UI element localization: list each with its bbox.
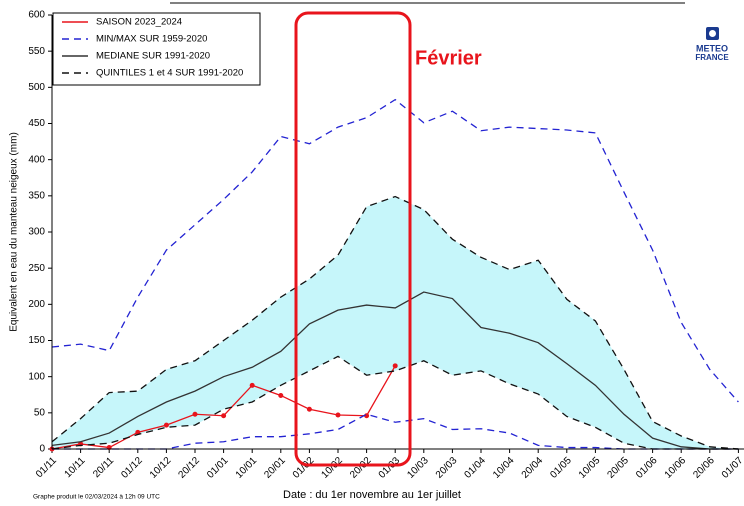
point [335,412,341,418]
y-axis-label: Equivalent en eau du manteau neigeux (mm… [9,132,20,332]
footnote: Graphe produit le 02/03/2024 à 12h 09 UT… [33,494,160,501]
series-line [51,291,739,450]
logo-icon-dot [709,30,716,37]
x-tick-label: 01/12 [119,455,145,481]
upper-line [51,98,739,403]
x-tick-label: 20/05 [606,455,632,481]
x-tick-label: 01/06 [634,455,660,481]
x-tick-label: 20/04 [520,455,546,481]
x-tick-label: 01/04 [463,455,489,481]
y-tick-label: 150 [28,335,45,346]
x-tick-label: 10/12 [148,455,174,481]
y-tick-label: 300 [28,227,45,238]
x-tick-label: 01/05 [548,455,574,481]
y-tick-label: 50 [34,407,46,418]
legend-label: SAISON 2023_2024 [96,17,182,28]
point [392,363,398,369]
x-tick-label: 20/03 [434,455,460,481]
x-tick-label: 10/02 [320,455,346,481]
x-tick-label: 20/02 [348,455,374,481]
y-tick-label: 200 [28,299,45,310]
x-tick-label: 20/11 [91,455,116,480]
y-tick-label: 0 [39,444,45,455]
y-tick-label: 550 [28,46,45,57]
y-tick-label: 400 [28,154,45,165]
x-axis-label: Date : du 1er novembre au 1er juillet [283,489,461,501]
logo-text: FRANCE [695,53,729,62]
y-tick-label: 600 [28,10,45,21]
x-tick-label: 20/12 [177,455,203,481]
band-area [52,196,739,449]
upper-line [51,195,739,450]
x-tick-label: 10/05 [577,455,603,481]
x-tick-label: 10/01 [234,455,260,481]
y-tick-label: 350 [28,190,45,201]
x-tick-label: 01/07 [720,455,744,481]
legend-label: QUINTILES 1 et 4 SUR 1991-2020 [96,68,243,79]
x-tick-label: 20/06 [691,455,717,481]
x-tick-label: 01/02 [291,455,317,481]
x-tick-label: 10/11 [63,455,88,480]
y-tick-label: 450 [28,118,45,129]
y-tick-label: 250 [28,263,45,274]
x-tick-label: 01/11 [34,455,59,480]
legend-label: MEDIANE SUR 1991-2020 [96,51,210,62]
annotation: Février [415,47,482,69]
highlight-box [294,11,412,467]
y-tick-label: 100 [28,371,45,382]
legend-label: MIN/MAX SUR 1959-2020 [96,34,207,45]
y-tick-label: 500 [28,82,45,93]
point [163,422,169,428]
x-tick-label: 01/03 [377,455,403,481]
point [192,411,198,417]
x-tick-label: 01/01 [205,455,231,481]
x-tick-label: 10/06 [663,455,689,481]
legend: SAISON 2023_2024 MIN/MAX SUR 1959-2020 MED… [52,12,261,86]
x-tick-label: 20/01 [262,455,288,481]
logo-text: METEO [696,43,728,53]
x-tick-label: 10/04 [491,455,517,481]
point [221,413,227,419]
point [249,382,255,388]
point [278,392,284,398]
point [306,406,312,412]
